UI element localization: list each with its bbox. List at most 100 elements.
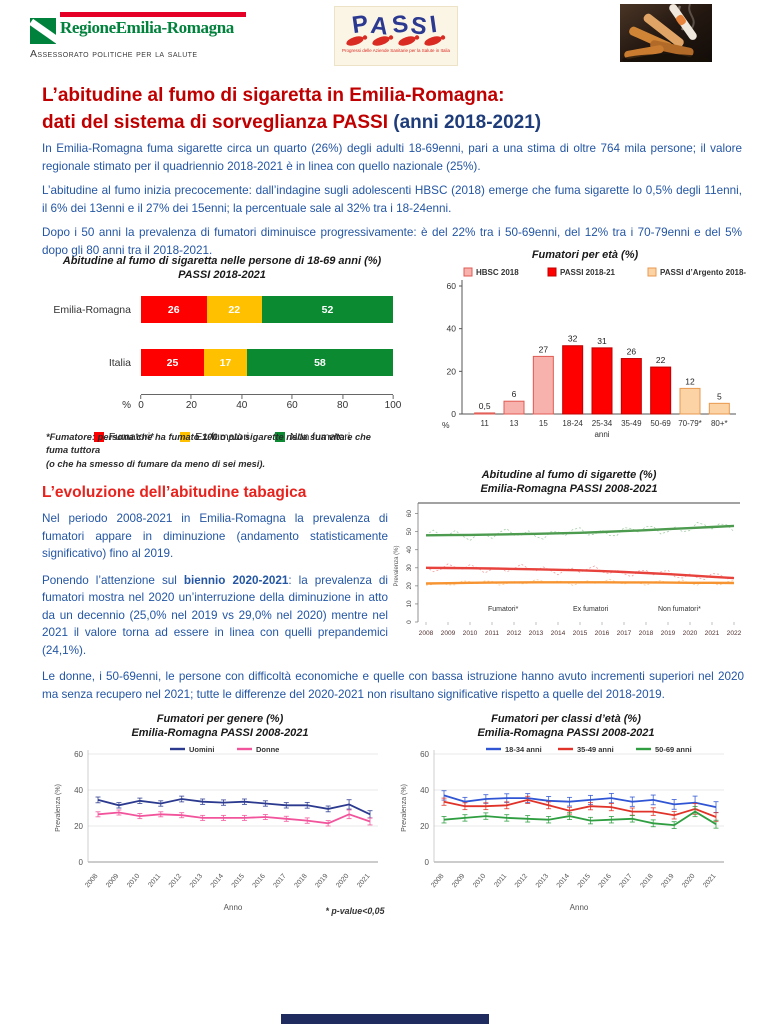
chart1-plot-area: Emilia-Romagna 26 22 52 Italia 25 17 58% 0 20 40 60… [35, 296, 409, 443]
region-logo-red-bar [60, 12, 246, 17]
svg-text:Prevalenza (%): Prevalenza (%) [394, 545, 400, 586]
svg-text:40: 40 [447, 324, 457, 334]
svg-text:2019: 2019 [314, 873, 329, 890]
chart4-plot-area: 0 20 40 60 Prevalenza (%) 2008 2009 2010 2011 201… [52, 740, 388, 920]
svg-text:25-34: 25-34 [592, 419, 613, 428]
svg-text:2014: 2014 [210, 873, 225, 890]
chart-evoluzione-abitudine: Abitudine al fumo di sigarette (%) Emili… [390, 468, 748, 661]
pvalue-note: * p-value<0,05 [325, 906, 385, 916]
svg-text:2011: 2011 [493, 873, 508, 889]
svg-text:2015: 2015 [577, 873, 592, 890]
svg-text:60: 60 [74, 750, 83, 759]
svg-text:20: 20 [447, 366, 457, 376]
section2-paragraph-1: Nel periodo 2008-2021 in Emilia-Romagna … [42, 512, 388, 561]
chart5-title: Fumatori per classi d’età (%) [491, 713, 641, 725]
intro-paragraphs: In Emilia-Romagna fuma sigarette circa u… [42, 140, 742, 266]
svg-text:Uomini: Uomini [189, 745, 214, 754]
svg-text:50-69 anni: 50-69 anni [655, 745, 692, 754]
svg-text:2019: 2019 [661, 630, 676, 637]
passi-logo-letters: PASSI [350, 9, 442, 42]
svg-text:2015: 2015 [573, 630, 588, 637]
svg-text:20: 20 [74, 822, 83, 831]
section2-paragraphs: Nel periodo 2008-2021 in Emilia-Romagna … [42, 510, 388, 668]
svg-text:2011: 2011 [147, 873, 162, 889]
svg-text:30: 30 [406, 564, 413, 572]
svg-text:2021: 2021 [356, 873, 371, 890]
svg-text:2008: 2008 [84, 873, 99, 890]
paragraph-differenze: Le donne, i 50-69enni, le persone con di… [42, 670, 744, 701]
svg-text:2013: 2013 [535, 873, 550, 890]
intro-paragraph-2: L’abitudine al fumo inizia precocemente:… [42, 184, 742, 215]
chart5-plot-area: 0 20 40 60 Prevalenza (%) 2008 2009 2010 2011 201… [398, 740, 734, 920]
svg-text:Prevalenza (%): Prevalenza (%) [401, 784, 408, 832]
svg-text:50: 50 [406, 528, 413, 536]
svg-text:0: 0 [425, 858, 430, 867]
region-logo-title: RegioneEmilia-Romagna [60, 18, 234, 37]
chart-abitudine-fumo-18-69: Abitudine al fumo di sigaretta nelle per… [35, 254, 409, 443]
chart-fumatori-per-genere: Fumatori per genere (%) Emilia-Romagna P… [52, 712, 388, 920]
svg-text:50-69: 50-69 [650, 419, 671, 428]
footnote-line2: (o che ha smesso di fumare da meno di se… [46, 458, 266, 469]
svg-text:2010: 2010 [126, 873, 141, 890]
svg-text:2009: 2009 [441, 630, 456, 637]
svg-text:%: % [442, 420, 450, 430]
svg-text:0: 0 [79, 858, 84, 867]
svg-text:2017: 2017 [618, 873, 633, 890]
svg-text:20: 20 [406, 582, 413, 590]
svg-text:18-24: 18-24 [562, 419, 583, 428]
svg-text:2020: 2020 [683, 630, 698, 637]
svg-text:12: 12 [685, 376, 695, 386]
passi-logo-subtext: Progressi delle Aziende Sanitarie per la… [341, 48, 451, 53]
svg-text:5: 5 [717, 391, 722, 401]
svg-text:2014: 2014 [551, 630, 566, 637]
svg-text:2012: 2012 [168, 873, 183, 890]
svg-text:15: 15 [539, 419, 548, 428]
svg-text:35-49: 35-49 [621, 419, 642, 428]
svg-text:2021: 2021 [705, 630, 720, 637]
page-title: L’abitudine al fumo di sigaretta in Emil… [42, 82, 742, 136]
chart4-subtitle: Emilia-Romagna PASSI 2008-2021 [131, 727, 309, 739]
svg-text:2013: 2013 [189, 873, 204, 890]
chart-fumatori-per-eta: Fumatori per età (%) HBSC 2018 PASSI 2018… [424, 248, 756, 459]
svg-text:2019: 2019 [660, 873, 675, 890]
region-logo-subtitle: Assessorato politiche per la salute [30, 48, 198, 60]
svg-text:2016: 2016 [595, 630, 610, 637]
svg-text:2010: 2010 [463, 630, 478, 637]
svg-text:2013: 2013 [529, 630, 544, 637]
svg-text:35-49 anni: 35-49 anni [577, 745, 614, 754]
svg-text:HBSC 2018: HBSC 2018 [476, 268, 519, 277]
svg-text:Non fumatori*: Non fumatori* [658, 606, 701, 613]
svg-text:2018: 2018 [639, 630, 654, 637]
svg-text:2017: 2017 [617, 630, 632, 637]
svg-text:2017: 2017 [272, 873, 287, 890]
chart1-subtitle: PASSI 2018-2021 [178, 269, 266, 281]
svg-text:2015: 2015 [231, 873, 246, 890]
svg-text:2020: 2020 [335, 873, 350, 890]
svg-text:0: 0 [451, 409, 456, 419]
svg-text:anni: anni [594, 430, 609, 439]
page-title-line2-blue: (anni 2018-2021) [393, 112, 542, 133]
svg-text:40: 40 [406, 546, 413, 554]
svg-text:2020: 2020 [681, 873, 696, 890]
svg-text:2021: 2021 [702, 873, 717, 890]
chart3-title: Abitudine al fumo di sigarette (%) [481, 469, 657, 481]
chart1-title: Abitudine al fumo di sigaretta nelle per… [62, 255, 382, 267]
svg-text:2018: 2018 [293, 873, 308, 890]
svg-text:32: 32 [568, 334, 578, 344]
svg-text:11: 11 [481, 419, 490, 428]
intro-paragraph-3: Dopo i 50 anni la prevalenza di fumatori… [42, 226, 742, 257]
svg-text:Prevalenza (%): Prevalenza (%) [55, 784, 62, 832]
chart-fumatori-per-classi-eta: Fumatori per classi d’età (%) Emilia-Rom… [398, 712, 734, 920]
svg-text:80+*: 80+* [711, 419, 728, 428]
svg-text:13: 13 [510, 419, 519, 428]
svg-text:22: 22 [656, 355, 666, 365]
svg-text:26: 26 [627, 347, 637, 357]
svg-text:PASSI d’Argento 2018-21: PASSI d’Argento 2018-21 [660, 268, 746, 277]
intro-paragraph-1: In Emilia-Romagna fuma sigarette circa u… [42, 142, 742, 173]
svg-text:2018: 2018 [639, 873, 654, 890]
svg-text:2022: 2022 [727, 630, 742, 637]
cigarettes-photo [620, 3, 712, 66]
section-heading-evoluzione: L’evoluzione dell’abitudine tabagica [42, 484, 307, 501]
passi-logo: PASSI Progressi delle Aziende Sanitarie … [334, 6, 458, 66]
chart2-plot-area: HBSC 2018 PASSI 2018-21 PASSI d’Argento 20… [424, 262, 756, 459]
